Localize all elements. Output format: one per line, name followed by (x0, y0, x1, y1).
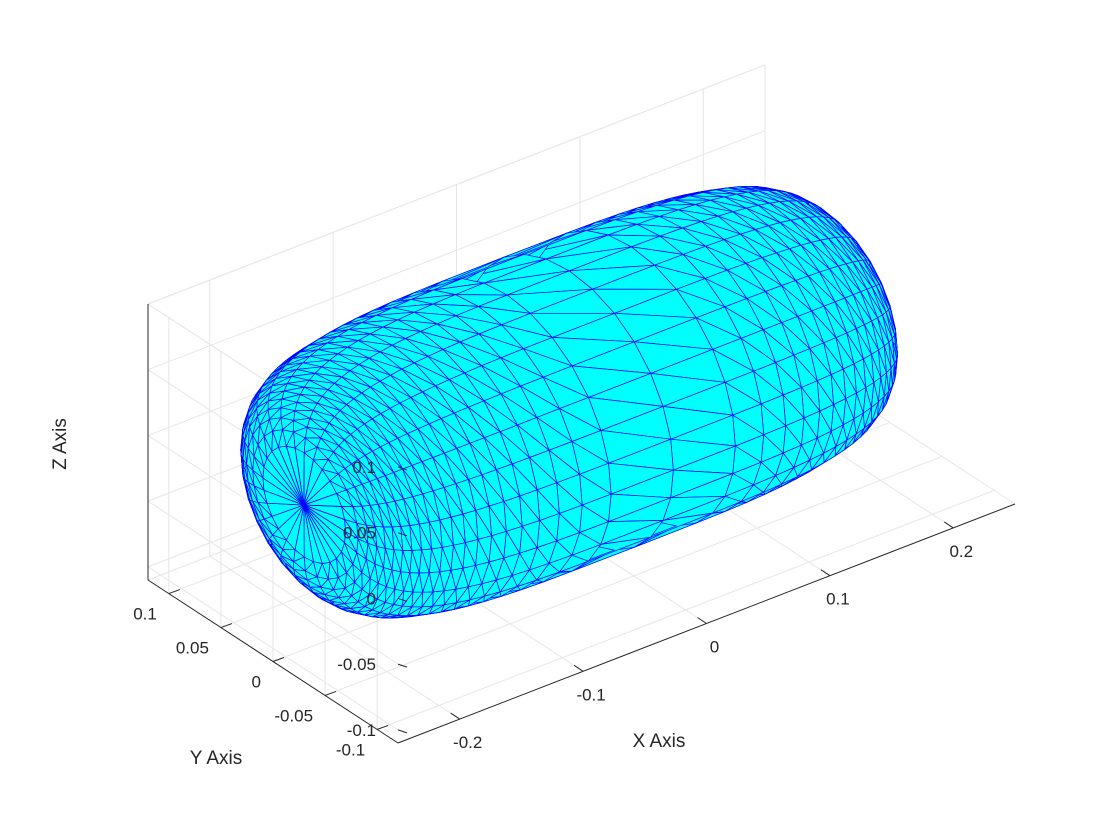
mesh-triangle (333, 451, 352, 469)
grid-line-y-floor (376, 489, 995, 730)
mesh-triangle (313, 459, 329, 470)
x-tick-label: 0 (710, 638, 719, 657)
grid-line-z-side (147, 500, 399, 665)
mesh-triangle (303, 504, 346, 533)
mesh-triangle (280, 401, 298, 412)
mesh-triangle (296, 401, 318, 411)
y-tick-mark (376, 724, 389, 730)
box-edge (147, 64, 766, 305)
mesh-triangle (256, 392, 270, 409)
z-tick-mark (397, 532, 408, 537)
z-tick-label: -0.1 (347, 721, 376, 740)
mesh-triangle (316, 446, 334, 460)
mesh-triangle (271, 376, 292, 387)
mesh-triangle (281, 394, 301, 403)
y-tick-label: -0.05 (274, 706, 313, 725)
mesh-triangle (293, 417, 311, 428)
z-axis-label: Z Axis (50, 418, 71, 470)
mesh-triangle (294, 410, 314, 419)
mesh-triangle (303, 504, 345, 544)
mesh-triangle (306, 426, 326, 439)
x-tick-mark (573, 664, 584, 672)
x-tick-mark (944, 521, 954, 529)
surface-mesh (240, 185, 898, 619)
z-tick-mark (397, 729, 408, 734)
x-tick-label: 0.1 (826, 590, 850, 609)
x-tick-label: -0.1 (576, 685, 605, 704)
z-tick-label: -0.05 (337, 655, 376, 674)
y-tick-mark (324, 690, 337, 696)
y-tick-mark (272, 657, 285, 662)
mesh-triangle (327, 459, 346, 475)
mesh-triangle (259, 409, 270, 426)
mesh-triangle (303, 504, 342, 507)
mesh-triangle (269, 407, 282, 420)
grid-line-y-floor (324, 455, 943, 696)
x-tick-label: -0.2 (453, 733, 482, 752)
y-tick-label: 0.1 (133, 605, 157, 624)
mesh-triangle (257, 385, 273, 401)
mesh-triangle (895, 328, 898, 351)
grid-line-z-side (147, 566, 399, 731)
z-tick-mark (397, 466, 408, 471)
mesh-triangle (303, 504, 337, 559)
mesh-triangle (320, 437, 340, 453)
mesh-triangle (280, 410, 296, 421)
mesh-triangle (321, 469, 339, 482)
mesh-triangle (293, 426, 308, 439)
y-tick-label: -0.1 (336, 740, 365, 759)
mesh-triangle (278, 429, 287, 448)
mesh-triangle (283, 386, 305, 395)
y-tick-label: 0 (252, 673, 261, 692)
mesh-triangle (309, 417, 330, 431)
x-tick-mark (697, 617, 707, 624)
mesh-triangle (269, 383, 288, 394)
z-tick-label: 0.1 (352, 458, 376, 477)
z-tick-mark (397, 597, 408, 602)
mesh-triangle (285, 431, 296, 449)
x-tick-label: 0.2 (949, 542, 973, 561)
x-tick-mark (450, 712, 460, 720)
y-tick-mark (168, 589, 181, 595)
mesh-triangle (271, 430, 279, 452)
mesh-triangle (303, 504, 342, 553)
mesh-triangle (294, 437, 306, 454)
mesh-triangle (267, 398, 283, 410)
mesh-triangle (272, 417, 283, 432)
mesh-triangle (303, 446, 318, 461)
grid-line-z-back (147, 130, 766, 371)
z-tick-label: 0.05 (343, 524, 376, 543)
mesh-triangle (303, 504, 345, 520)
x-axis-label: X Axis (633, 731, 686, 752)
mesh-triangle (282, 420, 295, 433)
z-tick-label: 0 (367, 589, 376, 608)
z-tick-mark (397, 663, 408, 668)
mesh-triangle (324, 429, 345, 446)
mesh-triangle (299, 394, 323, 404)
y-axis-label: Y Axis (190, 748, 242, 769)
mesh-triangle (286, 379, 310, 388)
x-tick-mark (820, 569, 831, 577)
mesh-triangle (263, 418, 273, 437)
mesh-triangle (257, 400, 269, 417)
mesh-triangle (258, 378, 276, 394)
y-tick-label: 0.05 (176, 639, 209, 658)
mesh-triangle (312, 410, 335, 424)
mesh-triangle (267, 390, 285, 402)
mesh-triangle (304, 437, 322, 448)
mesh-triangle (329, 480, 347, 494)
y-tick-mark (220, 623, 233, 629)
tick-labels: -0.2 -0.1 0 0.1 0.2 0.1 0.05 0 -0.05 -0.1 0.1 0.05 0… (133, 458, 973, 759)
